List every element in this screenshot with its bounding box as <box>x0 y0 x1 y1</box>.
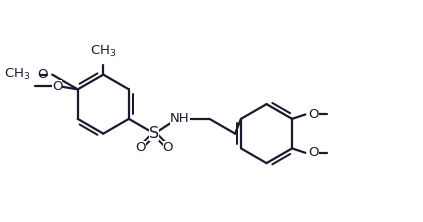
Text: CH$_3$: CH$_3$ <box>90 44 116 59</box>
Text: O: O <box>38 68 48 81</box>
Text: NH: NH <box>170 112 190 125</box>
Text: O: O <box>136 141 146 154</box>
Text: O: O <box>163 141 173 154</box>
Text: CH$_3$: CH$_3$ <box>4 67 30 82</box>
Text: S: S <box>149 126 159 141</box>
Text: O: O <box>308 146 319 159</box>
Text: O: O <box>52 80 62 93</box>
Text: O: O <box>308 108 319 121</box>
